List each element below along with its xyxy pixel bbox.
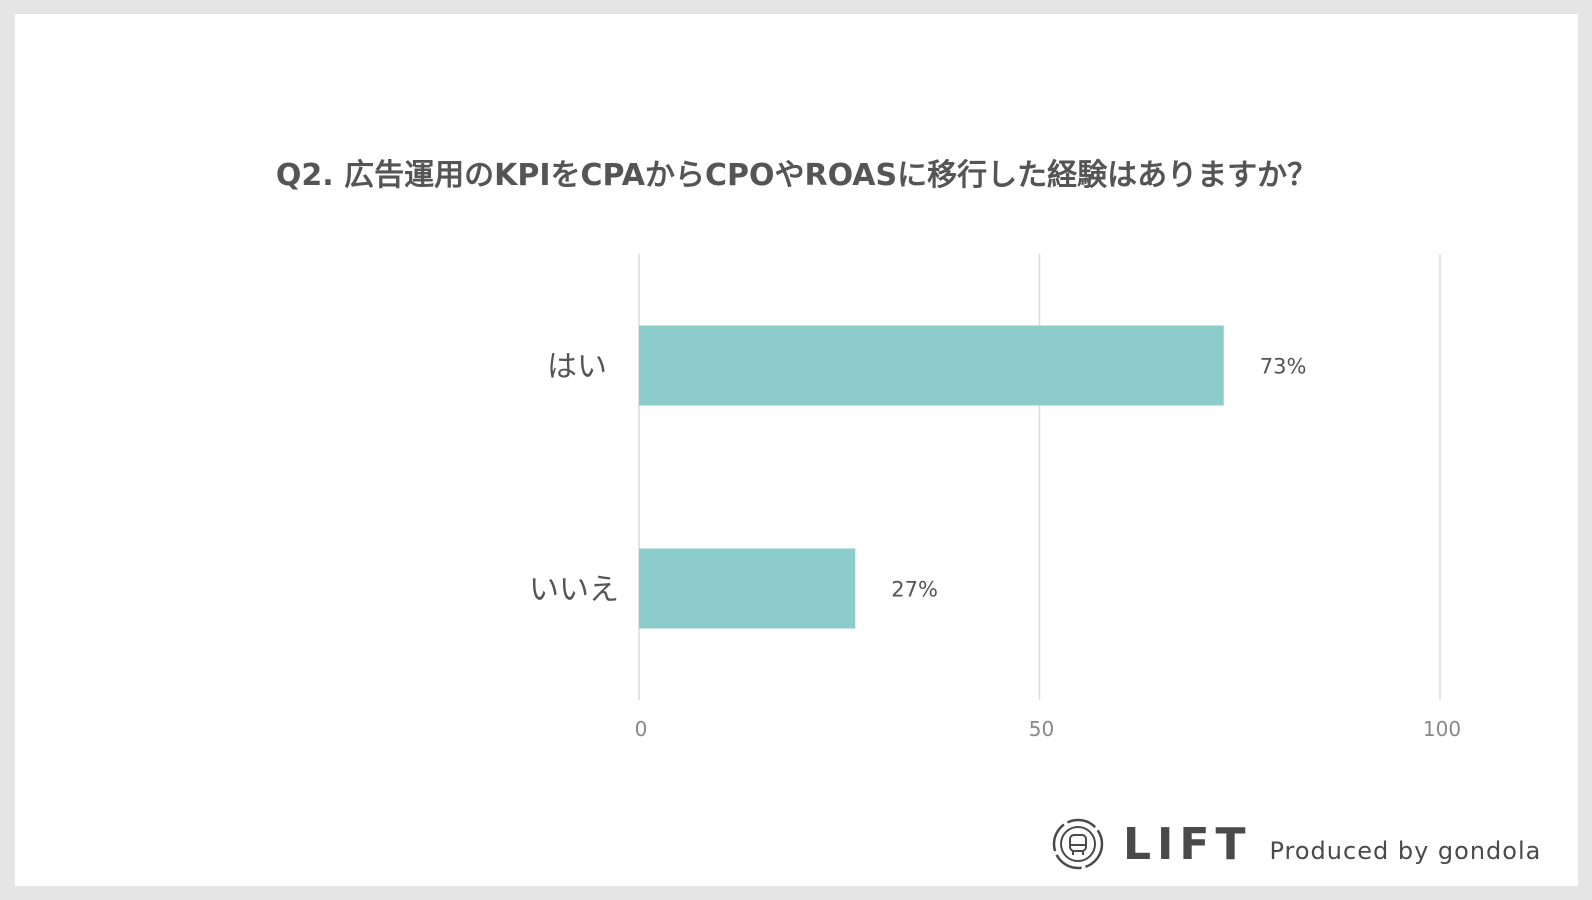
category-label: はい bbox=[547, 350, 607, 385]
x-tick-label: 50 bbox=[1029, 717, 1054, 741]
x-tick-label: 0 bbox=[635, 717, 648, 741]
lift-logo-icon bbox=[1052, 818, 1104, 870]
chart-card: Q2. 広告運用のKPIをCPAからCPOやROASに移行した経験はありますか？… bbox=[15, 14, 1578, 886]
data-label: 73% bbox=[1260, 355, 1307, 379]
bar-chart: 0 50 100 はい 73% いいえ 27% bbox=[529, 254, 1461, 741]
chart-title: Q2. 広告運用のKPIをCPAからCPOやROASに移行した経験はありますか？ bbox=[275, 158, 1318, 193]
category-label: いいえ bbox=[529, 573, 619, 608]
x-tick-label: 100 bbox=[1423, 717, 1461, 741]
bar bbox=[639, 548, 856, 629]
produced-by-text: Produced by gondola bbox=[1269, 837, 1542, 865]
data-label: 27% bbox=[891, 578, 938, 602]
footer-branding: LIFT Produced by gondola bbox=[1051, 814, 1541, 874]
logo-wordmark: LIFT bbox=[1123, 818, 1252, 870]
bar bbox=[639, 325, 1224, 406]
